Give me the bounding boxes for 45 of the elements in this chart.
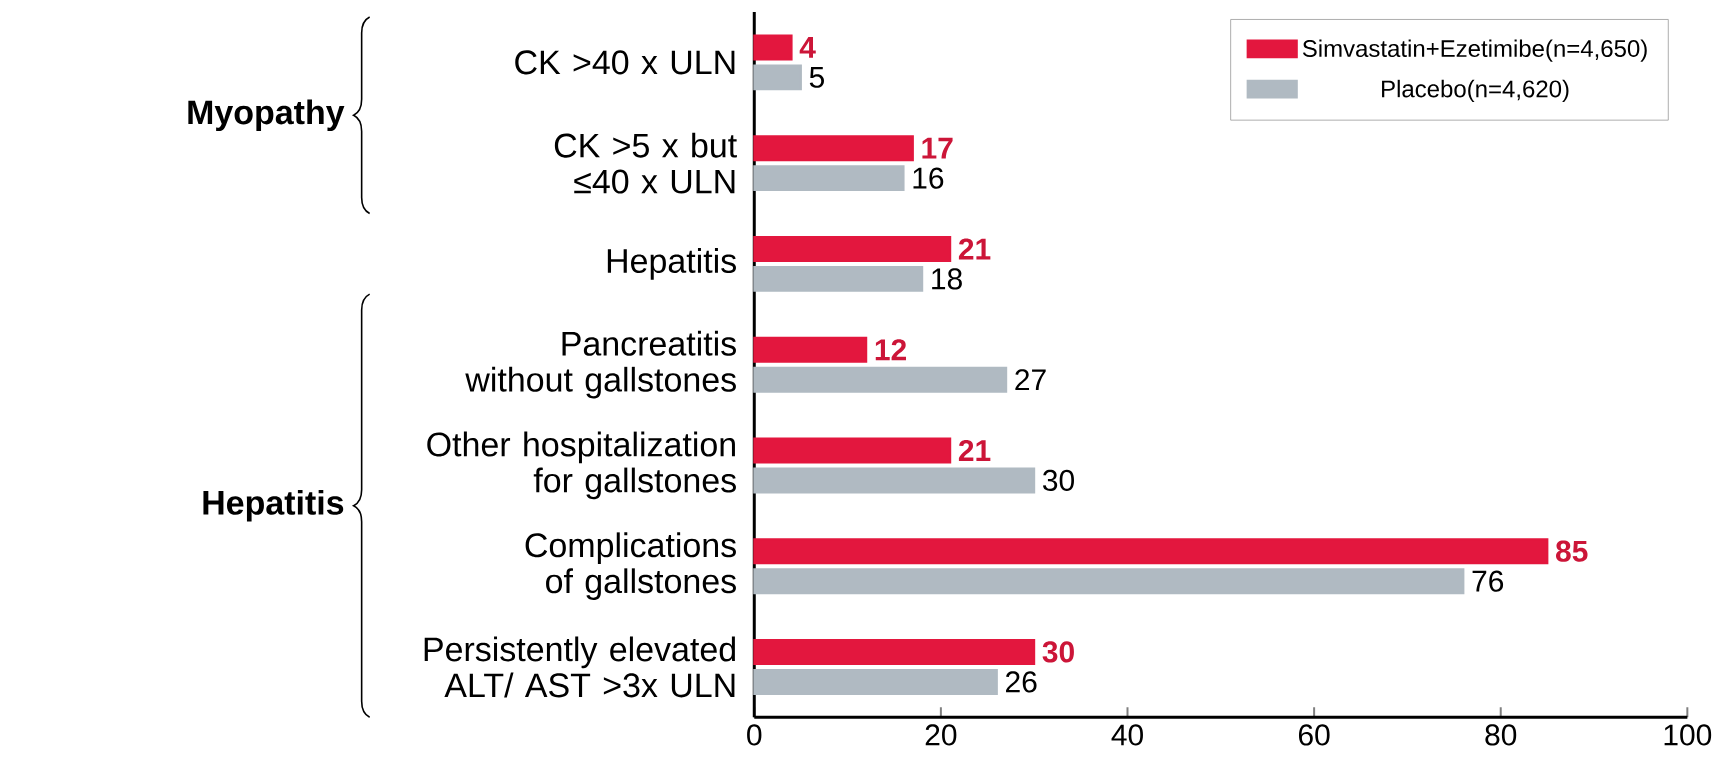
bar <box>753 366 1008 393</box>
data-label: 17 <box>922 137 953 159</box>
x-tick-label: 80 <box>1485 724 1517 746</box>
data-label: 26 <box>1006 671 1037 693</box>
data-label: 21 <box>958 238 991 260</box>
data-label: 85 <box>1555 540 1588 562</box>
data-label: 5 <box>809 66 824 88</box>
data-label: 18 <box>932 268 962 290</box>
x-tick-label: 40 <box>1111 724 1143 746</box>
y-tick-label: Other hospitalization for gallstones <box>427 431 736 500</box>
y-tick-label: CK >5 x but ≤40 x ULN <box>554 132 737 194</box>
bar <box>753 638 1036 665</box>
legend-label: Simvastatin+Ezetimibe(n=4,650) <box>1302 39 1647 62</box>
y-tick-label: Hepatitis <box>607 247 736 280</box>
data-label: 16 <box>913 167 944 189</box>
bar <box>753 165 905 192</box>
bar <box>753 437 952 464</box>
y-tick-label: Complications of gallstones <box>525 532 736 600</box>
text: Hepatitis <box>203 489 344 522</box>
bar <box>753 135 914 162</box>
data-label: 30 <box>1042 469 1074 491</box>
x-tick-label: 20 <box>925 724 957 746</box>
data-label: 30 <box>1042 641 1074 663</box>
text: Myopathy <box>188 99 345 131</box>
bar <box>753 34 793 61</box>
data-label: 4 <box>799 36 816 58</box>
data-label: 12 <box>875 339 907 361</box>
data-label: 21 <box>958 439 991 461</box>
x-tick-label: 100 <box>1664 724 1712 746</box>
bar <box>753 336 868 363</box>
text: Placebo(n=4,620) <box>1382 79 1569 102</box>
y-tick-label: CK >40 x ULN <box>515 50 735 75</box>
bar <box>753 668 998 695</box>
bar <box>753 64 802 91</box>
data-label: 76 <box>1472 570 1504 592</box>
bar <box>753 538 1549 565</box>
data-label: 27 <box>1015 369 1046 390</box>
bar <box>753 265 924 292</box>
y-tick-label: Persistently elevated ALT/ AST >3x ULN <box>424 636 735 698</box>
x-tick-label: 60 <box>1298 724 1330 746</box>
y-tick-label: Pancreatitis without gallstones <box>465 330 736 399</box>
bar <box>753 467 1036 494</box>
bar <box>753 235 952 262</box>
x-tick-label: 0 <box>747 724 762 746</box>
bar <box>753 568 1465 595</box>
